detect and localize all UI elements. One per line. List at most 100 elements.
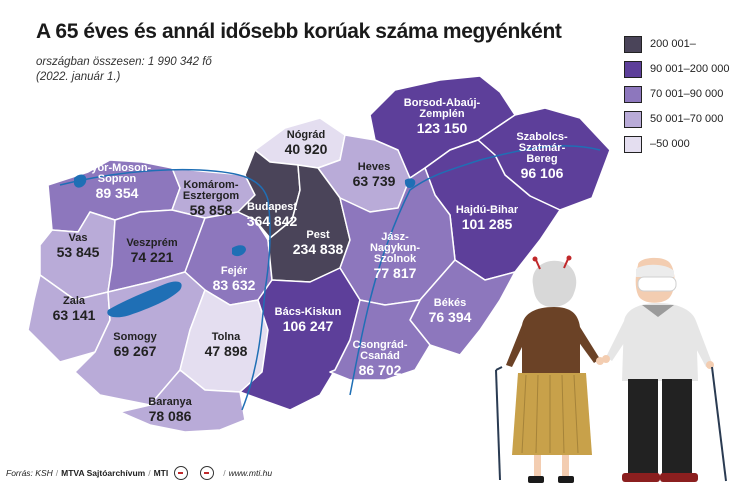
map-date: (2022. január 1.): [36, 71, 121, 83]
legend-item: 50 001–70 000: [624, 111, 744, 136]
legend-label: 70 001–90 000: [650, 88, 724, 100]
county-name: Pest: [306, 229, 330, 241]
county-name: Szolnok: [374, 253, 417, 265]
county-name: Békés: [434, 297, 466, 309]
county-name: Győr-Moson-: [83, 162, 152, 174]
legend-label: 200 001–: [650, 38, 696, 50]
county-name: Borsod-Abaúj-: [404, 97, 481, 109]
county-value: 77 817: [374, 265, 417, 281]
county-name: Somogy: [113, 331, 157, 343]
legend-swatch: [624, 111, 642, 128]
county-value: 234 838: [293, 241, 344, 257]
county-name: Heves: [358, 161, 390, 173]
county-name: Zemplén: [419, 108, 465, 120]
county-value: 47 898: [205, 343, 248, 359]
county-value: 364 842: [247, 213, 298, 229]
legend-swatch: [624, 36, 642, 53]
elderly-woman: [495, 255, 604, 483]
county-value: 83 632: [213, 277, 256, 293]
mti-logo-icon: [200, 466, 215, 480]
county-name: Nagykun-: [370, 242, 420, 254]
county-value: 96 106: [521, 165, 564, 181]
county-value: 78 086: [149, 408, 192, 424]
legend: 200 001– 90 001–200 000 70 001–90 000 50…: [624, 36, 744, 161]
lake-tisza: [404, 178, 416, 188]
county-name: Komárom-: [183, 179, 238, 191]
county-value: 40 920: [285, 141, 328, 157]
county-value: 63 141: [53, 307, 96, 323]
map-title: A 65 éves és annál idősebb korúak száma …: [36, 20, 562, 43]
legend-item: 200 001–: [624, 36, 744, 61]
county-name: Csongrád-: [353, 339, 408, 351]
county-value: 58 858: [190, 202, 233, 218]
county-name: Jász-: [381, 231, 409, 243]
legend-swatch: [624, 86, 642, 103]
county-value: 106 247: [283, 318, 334, 334]
county-name: Esztergom: [183, 190, 239, 202]
elderly-couple-illustration: [495, 255, 727, 483]
county-name: Szabolcs-: [516, 131, 568, 143]
county-baranya: [119, 369, 246, 433]
legend-item: 90 001–200 000: [624, 61, 744, 86]
legend-label: 50 001–70 000: [650, 113, 724, 125]
county-csongrad: [329, 299, 431, 381]
legend-item: –50 000: [624, 136, 744, 161]
water-features: [59, 145, 601, 411]
county-name: Zala: [63, 295, 86, 307]
lake-balaton: [107, 281, 182, 318]
legend-swatch: [624, 136, 642, 153]
footer-url: www.mti.hu: [228, 468, 273, 478]
legend-label: 90 001–200 000: [650, 63, 730, 75]
county-value: 86 702: [359, 362, 402, 378]
county-name: Fejér: [221, 265, 248, 277]
county-name: Csanád: [360, 350, 400, 362]
county-name: Szatmár-: [519, 142, 566, 154]
elderly-man: [602, 257, 727, 482]
county-name: Hajdú-Bihar: [456, 204, 519, 216]
county-name: Vas: [69, 232, 88, 244]
county-name: Sopron: [98, 173, 137, 185]
map-subtitle: országban összesen: 1 990 342 fő: [36, 56, 212, 68]
footer-source: Forrás: KSH: [6, 468, 53, 478]
legend-label: –50 000: [650, 138, 690, 150]
county-name: Budapest: [247, 201, 297, 213]
legend-swatch: [624, 61, 642, 78]
county-bacs: [239, 267, 361, 411]
county-value: 89 354: [96, 185, 139, 201]
county-name: Bács-Kiskun: [275, 306, 342, 318]
legend-item: 70 001–90 000: [624, 86, 744, 111]
county-value: 76 394: [429, 309, 472, 325]
footer: Forrás: KSH / MTVA Sajtóarchívum / MTI /…: [6, 466, 273, 480]
county-value: 74 221: [131, 249, 174, 265]
county-value: 123 150: [417, 120, 468, 136]
lake-velence: [232, 245, 246, 257]
river-tisza: [349, 145, 601, 396]
county-name: Tolna: [212, 331, 241, 343]
mtva-logo-icon: [174, 466, 189, 480]
county-name: Veszprém: [126, 237, 178, 249]
river-danube: [59, 168, 271, 411]
footer-agency: MTVA Sajtóarchívum: [61, 468, 146, 478]
county-value: 63 739: [353, 173, 396, 189]
county-name: Baranya: [148, 396, 192, 408]
